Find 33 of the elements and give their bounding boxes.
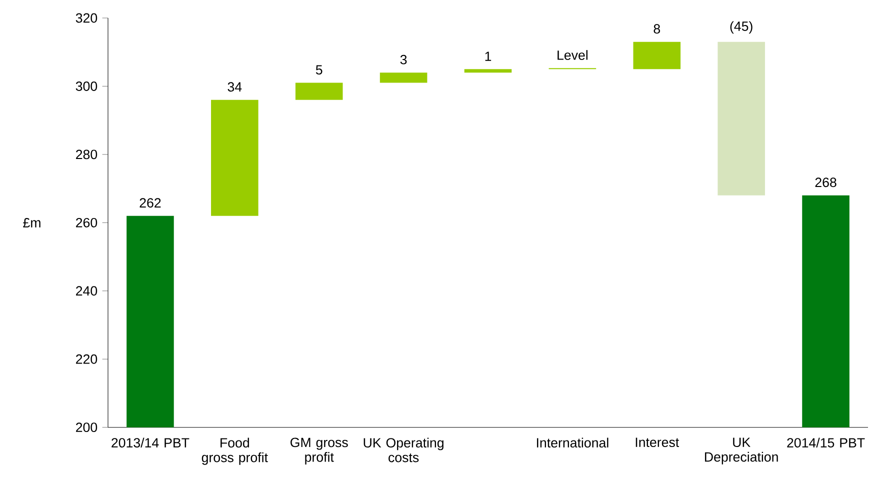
y-tick-label: 260	[76, 218, 98, 228]
x-tick-label: 2014/15 PBT	[787, 438, 865, 448]
bar	[718, 42, 765, 196]
y-tick-label: 280	[76, 150, 98, 160]
data-label: Level	[558, 50, 588, 60]
x-tick-label: Interest	[636, 438, 680, 448]
bar	[802, 195, 850, 428]
y-axis-title: £m	[23, 218, 40, 228]
bar	[126, 216, 174, 428]
data-label: 3	[400, 54, 407, 64]
y-tick-label: 240	[76, 286, 98, 296]
data-label: 1	[485, 52, 492, 61]
data-label: 5	[316, 65, 322, 75]
data-label: 262	[140, 198, 161, 208]
y-tick-label: 300	[76, 82, 98, 91]
bar	[295, 82, 343, 100]
data-label: 8	[654, 24, 660, 34]
x-tick-label: International	[536, 438, 608, 448]
bar	[380, 72, 428, 83]
x-tick-label: Food gross profit	[202, 438, 268, 465]
x-tick-label: 2013/14 PBT	[112, 438, 190, 448]
bar	[633, 42, 681, 70]
data-label: (45)	[730, 21, 752, 34]
y-tick-label: 200	[76, 422, 98, 432]
y-tick-label: 220	[76, 354, 98, 364]
bar	[211, 100, 258, 216]
data-label: 268	[815, 178, 836, 188]
x-tick-label: UK Operating costs	[364, 438, 444, 462]
data-label: 34	[228, 82, 242, 92]
bar	[464, 69, 512, 73]
y-tick-label: 320	[76, 13, 98, 23]
x-tick-label: UK Depreciation	[704, 438, 778, 464]
x-tick-label: GM gross profit	[290, 438, 348, 464]
